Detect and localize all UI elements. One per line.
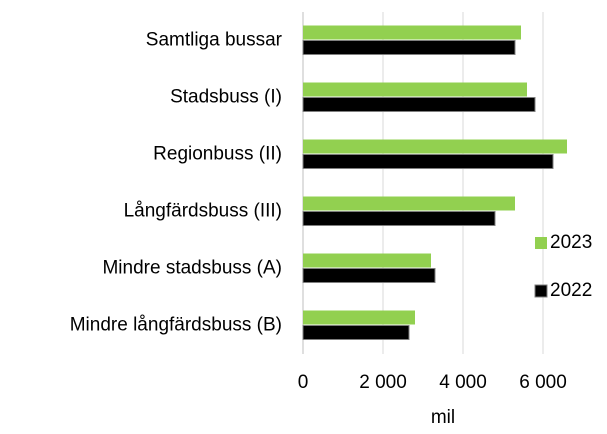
x-tick-label: 2 000 xyxy=(359,372,407,393)
bar xyxy=(302,268,436,283)
legend-label: 2022 xyxy=(550,280,592,301)
legend-label: 2023 xyxy=(550,232,592,253)
y-tick-label: Mindre långfärdsbuss (B) xyxy=(70,315,282,336)
y-tick-label: Stadsbuss (I) xyxy=(170,87,282,108)
bar xyxy=(303,82,527,97)
bar xyxy=(303,196,515,211)
bar xyxy=(303,253,431,268)
x-tick-label: 0 xyxy=(298,372,309,393)
bar xyxy=(302,154,554,169)
bar xyxy=(302,211,496,226)
legend-swatch xyxy=(535,237,547,249)
x-tick-label: 6 000 xyxy=(519,372,567,393)
bar xyxy=(302,325,410,340)
bar xyxy=(302,40,516,55)
legend-swatch xyxy=(534,284,548,298)
bar xyxy=(302,97,536,112)
y-tick-label: Samtliga bussar xyxy=(146,30,283,51)
y-tick-label: Mindre stadsbuss (A) xyxy=(102,258,282,279)
bar xyxy=(303,25,521,40)
bar xyxy=(303,139,567,154)
bar xyxy=(303,310,415,325)
x-axis-label: mil xyxy=(431,407,455,428)
y-tick-label: Regionbuss (II) xyxy=(153,144,282,165)
x-tick-label: 4 000 xyxy=(439,372,487,393)
y-tick-label: Långfärdsbuss (III) xyxy=(124,201,282,222)
